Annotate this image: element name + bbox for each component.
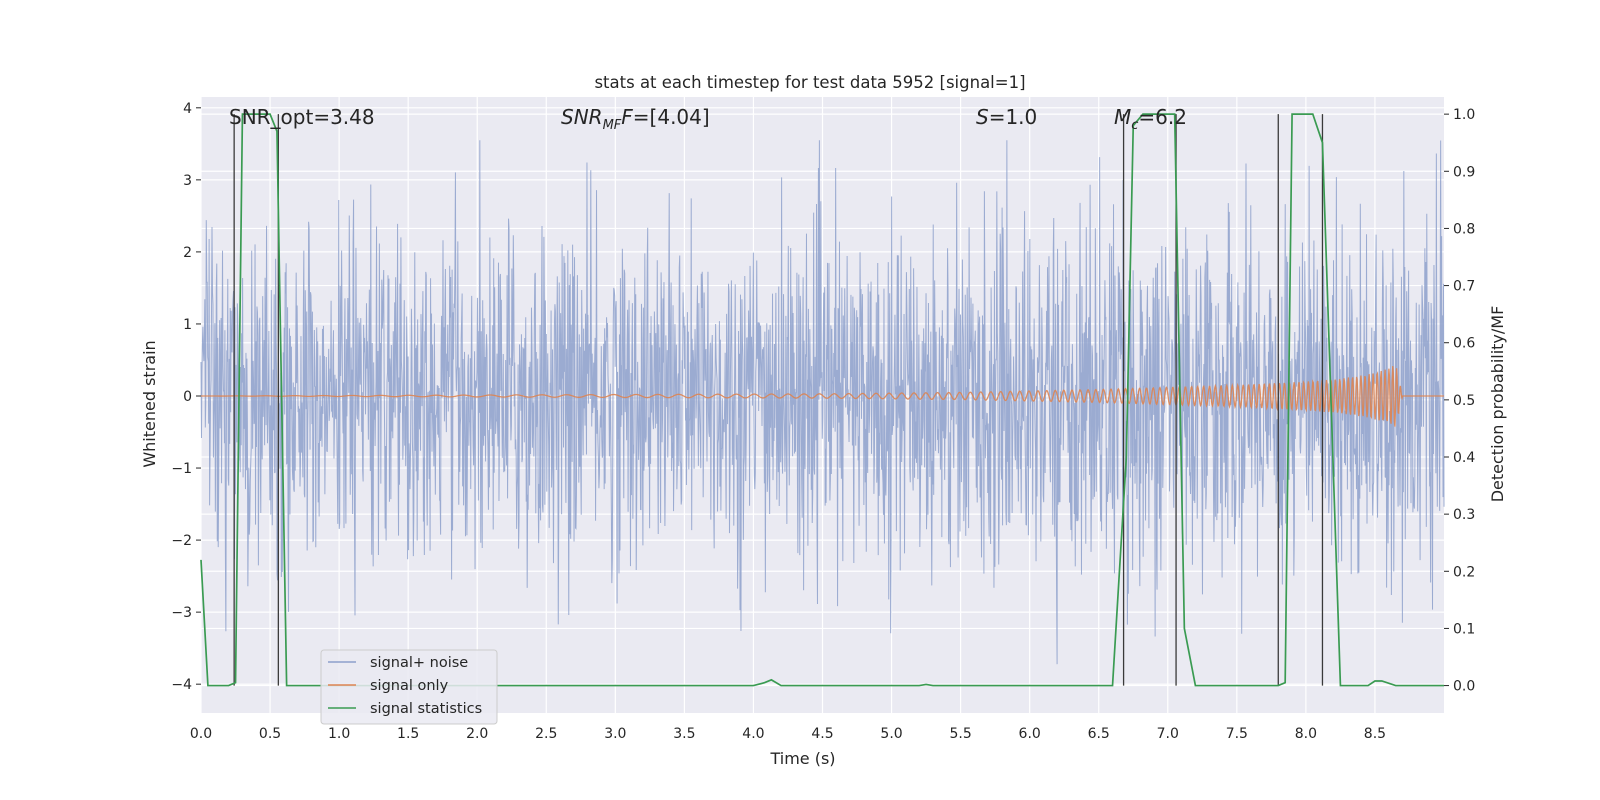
s-annotation: S=1.0 [976, 105, 1037, 129]
snr-mf-sub: MF [603, 118, 622, 133]
x-tick-label: 3.0 [604, 726, 626, 742]
x-tick-label: 0.5 [259, 726, 281, 742]
signal-series [201, 366, 1444, 427]
stats-series [200, 113, 1444, 687]
mc-var: M [1114, 105, 1131, 129]
s-var: S [976, 105, 989, 129]
vertical-markers [233, 114, 1324, 686]
x-tick-label: 2.5 [535, 726, 557, 742]
snr-mf-annotation: SNRMFF=[4.04] [561, 105, 710, 133]
x-axis-title: Time (s) [769, 749, 835, 768]
snr-mf-value: =[4.04] [633, 105, 710, 129]
x-tick-label: 1.5 [397, 726, 419, 742]
s-value: =1.0 [989, 105, 1038, 129]
x-tick-label: 0.0 [190, 726, 212, 742]
x-axis: 0.0 0.5 1.0 1.5 2.0 2.5 3.0 3.5 4.0 4.5 5.0 5.5 6.0 6… [190, 726, 1386, 742]
signal-line [201, 366, 1444, 427]
snr-mf-f: F [621, 105, 633, 129]
y2-tick-label: 0.5 [1453, 393, 1475, 409]
mc-value: =6.2 [1138, 105, 1187, 129]
x-tick-label: 2.0 [466, 726, 488, 742]
x-tick-label: 7.5 [1226, 726, 1248, 742]
y-axis-title: Whitened strain [140, 340, 159, 467]
y2-tick-label: 0.0 [1453, 679, 1475, 695]
x-tick-label: 1.0 [328, 726, 350, 742]
legend-box [320, 649, 498, 725]
x-tick-label: 7.0 [1157, 726, 1179, 742]
legend-label-noise: signal+ noise [370, 655, 468, 671]
y-tick-label: 2 [183, 245, 192, 261]
stats-line [200, 113, 1444, 687]
y-tick-label: 3 [183, 173, 192, 189]
x-tick-label: 6.0 [1019, 726, 1041, 742]
y2-tick-label: 0.1 [1453, 621, 1475, 637]
y2-tick-label: 0.9 [1453, 164, 1475, 180]
y-axis-left: 4 3 2 1 0 −1 −2 −3 −4 [171, 101, 201, 693]
y-tick-label: −2 [171, 533, 192, 549]
y2-tick-label: 0.3 [1453, 507, 1475, 523]
y2-tick-label: 0.4 [1453, 450, 1475, 466]
y-tick-label: 1 [183, 317, 192, 333]
y-tick-label: −4 [171, 677, 192, 693]
y-tick-label: 4 [183, 101, 192, 117]
y-tick-label: 0 [183, 389, 192, 405]
y2-tick-label: 0.6 [1453, 336, 1475, 352]
legend-label-stats: signal statistics [370, 701, 482, 717]
x-tick-label: 4.0 [742, 726, 764, 742]
legend: signal+ noise signal only signal statist… [320, 649, 498, 725]
mc-annotation: Mc=6.2 [1114, 105, 1187, 133]
y2-tick-label: 0.8 [1453, 221, 1475, 237]
mc-sub: c [1131, 118, 1138, 133]
y2-tick-label: 0.7 [1453, 279, 1475, 295]
snr-opt-annotation: SNR_opt=3.48 [229, 105, 375, 129]
x-tick-label: 5.5 [949, 726, 971, 742]
y-tick-label: −3 [171, 605, 192, 621]
y2-tick-label: 1.0 [1453, 107, 1475, 123]
x-tick-label: 5.0 [880, 726, 902, 742]
y2-tick-label: 0.2 [1453, 564, 1475, 580]
snr-mf-main: SNR [561, 105, 603, 129]
x-tick-label: 8.0 [1295, 726, 1317, 742]
x-tick-label: 6.5 [1088, 726, 1110, 742]
legend-label-signal: signal only [370, 678, 449, 694]
chart-title: stats at each timestep for test data 595… [594, 73, 1025, 92]
y2-axis-title: Detection probability/MF [1488, 306, 1507, 503]
x-tick-label: 8.5 [1364, 726, 1386, 742]
y-axis-right: 1.0 0.9 0.8 0.7 0.6 0.5 0.4 0.3 0.2 0.1 0.0 [1444, 107, 1475, 695]
y-tick-label: −1 [171, 461, 192, 477]
x-tick-label: 3.5 [673, 726, 695, 742]
x-tick-label: 4.5 [811, 726, 833, 742]
